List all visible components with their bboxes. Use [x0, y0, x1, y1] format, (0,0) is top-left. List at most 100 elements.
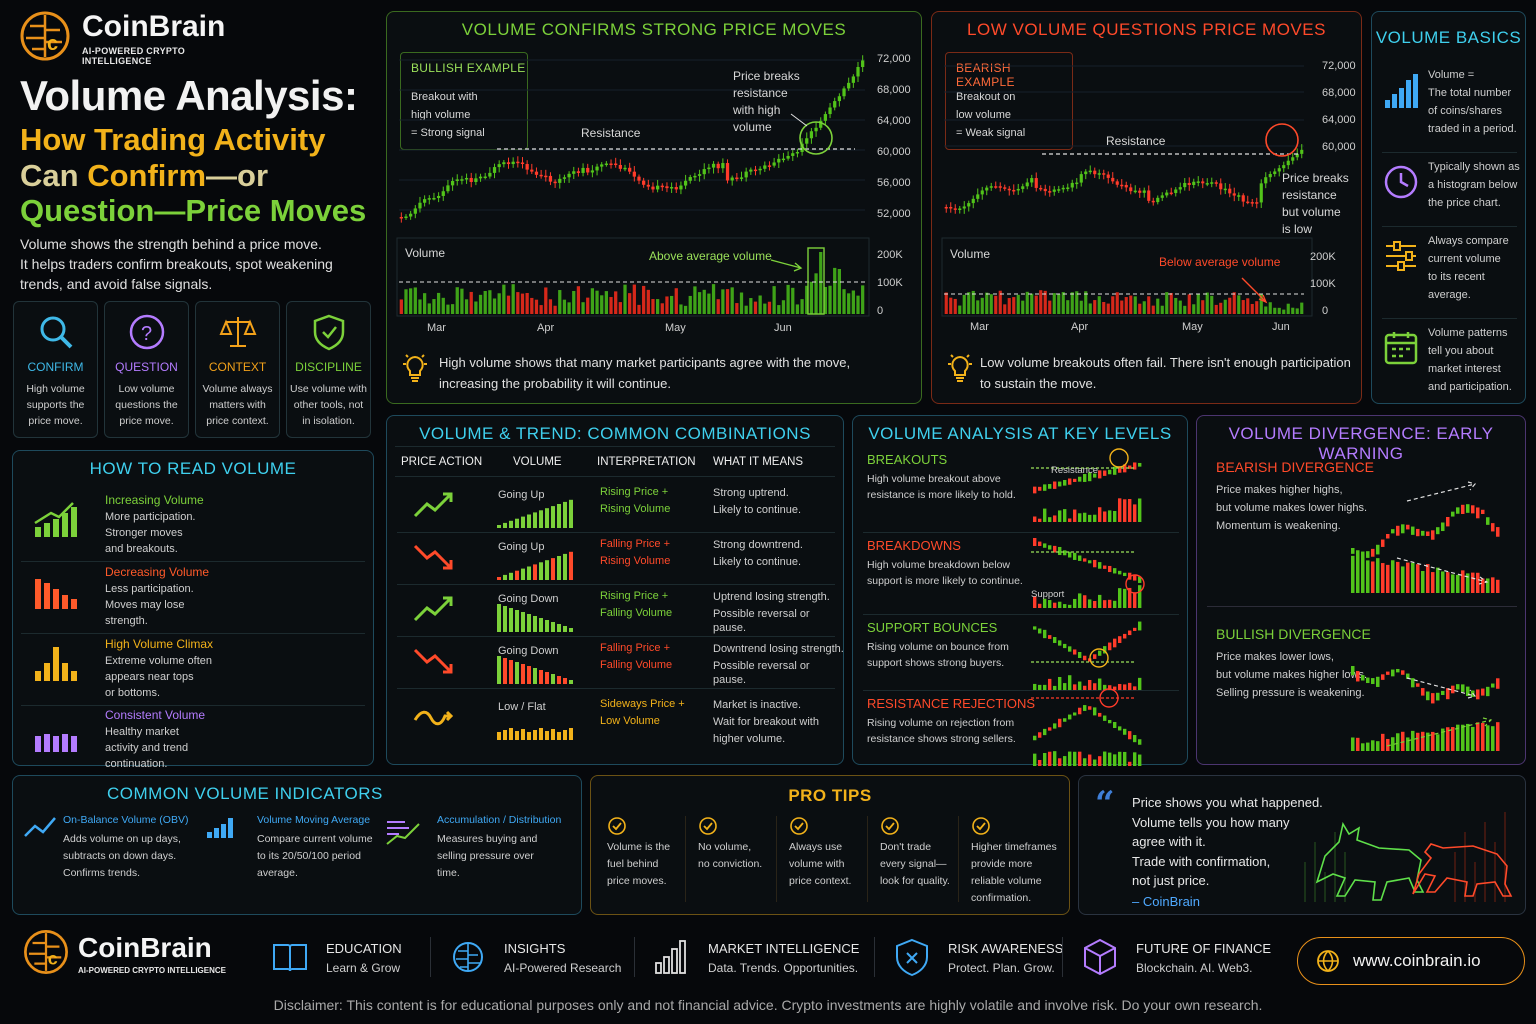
interpretation-line: Falling Volume	[600, 659, 673, 671]
candle	[1033, 735, 1037, 741]
mini-volume-bar	[497, 577, 501, 580]
divider	[1382, 226, 1517, 227]
candle	[567, 173, 571, 178]
text-line: Price makes higher highs,	[1216, 484, 1343, 496]
volume-bar	[1356, 737, 1360, 751]
divider	[21, 561, 365, 562]
volume-bar	[609, 297, 613, 314]
footer-logo[interactable]: c CoinBrain AI-POWERED CRYPTO INTELLIGEN…	[20, 928, 240, 980]
candle	[1291, 157, 1295, 161]
footer-item-insights[interactable]: INSIGHTS AI-Powered Research	[430, 937, 648, 981]
basics-text: Typically shown as	[1428, 161, 1520, 173]
candle	[1066, 187, 1070, 189]
volume-bar	[1093, 600, 1097, 608]
volume-bar	[1103, 751, 1107, 766]
interpretation-line: Rising Volume	[600, 503, 671, 515]
candle	[1102, 173, 1106, 175]
volume-bar	[1431, 731, 1435, 751]
candle	[1118, 726, 1122, 731]
bearish-line: Breakout on	[956, 91, 1016, 103]
candle	[1034, 178, 1038, 188]
volume-ma-icon	[207, 818, 233, 838]
mini-volume-bar	[551, 729, 555, 740]
volume-bar	[980, 297, 984, 314]
candle	[847, 82, 851, 89]
mini-volume-bar	[557, 732, 561, 740]
candle	[1097, 173, 1101, 175]
volume-bar	[1151, 305, 1155, 314]
breakout-annotation: Price breaks resistance with high volume	[733, 68, 800, 136]
pillar-card-question[interactable]: ? QUESTION Low volume questions the price mo…	[104, 301, 189, 438]
pillar-card-discipline[interactable]: DISCIPLINE Use volume with other tools, no…	[286, 301, 371, 438]
divider	[685, 816, 686, 902]
pillar-card-confirm[interactable]: CONFIRM High volume supports the price move…	[13, 301, 98, 438]
volume-bar	[833, 267, 837, 314]
indicator-title: Volume Moving Average	[257, 814, 371, 826]
hero-confirm: Confirm	[87, 158, 207, 193]
candle	[1120, 184, 1124, 187]
footer-item-market-intelligence[interactable]: MARKET INTELLIGENCE Data. Trends. Opportu…	[634, 937, 859, 981]
icon-bar	[1399, 88, 1404, 108]
mini-volume-bar	[569, 680, 573, 684]
candle	[1124, 184, 1128, 188]
bearish-example-title: BEARISH EXAMPLE	[956, 61, 1015, 89]
icon-bar	[71, 507, 77, 537]
y-tick-label: 72,000	[1322, 60, 1356, 72]
volume-bar	[994, 295, 998, 314]
volume-bar	[474, 301, 478, 314]
mini-volume-bar	[545, 672, 549, 684]
website-button[interactable]: www.coinbrain.io	[1297, 937, 1525, 985]
meaning-line: Possible reversal or pause.	[713, 660, 810, 686]
volume-bar	[1451, 574, 1455, 593]
lightbulb-icon	[401, 352, 429, 384]
volume-bar	[1178, 300, 1182, 314]
how-to-item-text: Healthy market	[105, 726, 179, 738]
trend-flat-icon	[413, 710, 454, 726]
volume-bar	[1118, 683, 1122, 690]
level-tag: Support	[1031, 589, 1065, 600]
candle	[1421, 530, 1425, 536]
footer-item-risk-awareness[interactable]: RISK AWARENESS Protect. Plan. Grow.	[874, 937, 1092, 981]
candle	[1058, 640, 1062, 646]
volume-bar	[1169, 293, 1173, 314]
volume-bar	[1097, 296, 1101, 314]
icon-bar	[53, 519, 59, 537]
indicator-text: time.	[437, 867, 460, 879]
brand-logo[interactable]: c CoinBrain AI-POWERED CRYPTO INTELLIGEN…	[16, 8, 256, 66]
indicator-text: Adds volume on up days,	[63, 833, 181, 845]
mini-volume-bar	[539, 510, 543, 528]
candle	[1386, 671, 1390, 675]
candle	[1165, 192, 1169, 196]
note-line: Low volume breakouts often fail. There i…	[980, 355, 1351, 370]
brain-logo-icon: c	[24, 930, 68, 974]
candle	[949, 207, 953, 209]
footer-item-education[interactable]: EDUCATION Learn & Grow	[270, 937, 470, 981]
tip-item: Don't trade every signal— look for quality…	[878, 816, 968, 906]
candle	[814, 127, 818, 132]
volume-bar	[595, 290, 599, 314]
volume-bar	[1371, 740, 1375, 751]
indicator-text: selling pressure over	[437, 850, 534, 862]
candle	[1063, 643, 1067, 649]
candle	[1138, 621, 1142, 631]
basics-item: Always compare current volume to its recen…	[1372, 234, 1527, 319]
volume-bar	[1366, 560, 1370, 593]
magnifier-icon	[40, 316, 73, 349]
icon-bar	[35, 579, 41, 609]
volume-bar	[530, 297, 534, 314]
volume-bar	[1174, 297, 1178, 314]
pillar-card-context[interactable]: CONTEXT Volume always matters with price co…	[195, 301, 280, 438]
volume-bar	[1366, 742, 1370, 751]
volume-bar	[1396, 733, 1400, 751]
candle	[1461, 504, 1465, 514]
divergence-title: VOLUME DIVERGENCE: EARLY WARNING	[1228, 424, 1494, 463]
divider	[1382, 152, 1517, 153]
clock-icon	[1384, 165, 1418, 199]
candle	[464, 177, 469, 180]
footer-item-future-of-finance[interactable]: FUTURE OF FINANCE Blockchain. AI. Web3.	[1062, 937, 1280, 981]
volume-tick-label: 100K	[877, 277, 903, 289]
divider	[21, 633, 365, 634]
volume-bar	[1129, 295, 1133, 314]
candle	[1237, 195, 1241, 197]
volume-bar	[953, 298, 957, 314]
